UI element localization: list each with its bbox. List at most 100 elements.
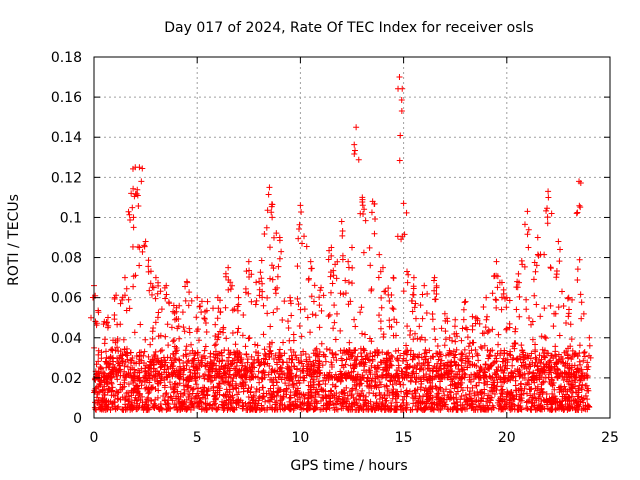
data-point bbox=[412, 300, 419, 307]
data-point bbox=[130, 273, 137, 280]
data-point bbox=[381, 392, 388, 399]
data-point bbox=[580, 310, 587, 317]
data-point bbox=[275, 263, 282, 270]
data-point bbox=[493, 383, 500, 390]
data-point bbox=[268, 394, 275, 401]
data-point bbox=[566, 381, 573, 388]
data-point bbox=[447, 350, 454, 357]
data-point bbox=[466, 402, 473, 409]
data-point bbox=[255, 368, 262, 375]
data-point bbox=[340, 405, 347, 412]
data-point bbox=[568, 362, 575, 369]
data-point bbox=[304, 399, 311, 406]
data-point bbox=[103, 403, 110, 410]
data-point bbox=[539, 390, 546, 397]
data-point bbox=[509, 370, 516, 377]
data-point bbox=[188, 341, 195, 348]
data-point bbox=[534, 383, 541, 390]
data-point bbox=[498, 406, 505, 413]
data-point bbox=[532, 348, 539, 355]
data-point bbox=[459, 325, 466, 332]
data-point bbox=[354, 353, 361, 360]
data-point bbox=[320, 292, 327, 299]
data-point bbox=[129, 204, 136, 211]
data-point bbox=[472, 406, 479, 413]
data-point bbox=[93, 394, 100, 401]
data-point bbox=[242, 285, 249, 292]
y-tick-label: 0.02 bbox=[51, 371, 82, 387]
data-point bbox=[467, 388, 474, 395]
data-point bbox=[257, 269, 264, 276]
data-point bbox=[338, 218, 345, 225]
data-point bbox=[291, 392, 298, 399]
data-point bbox=[389, 390, 396, 397]
data-point bbox=[290, 337, 297, 344]
data-point bbox=[202, 355, 209, 362]
data-point bbox=[227, 349, 234, 356]
data-point bbox=[248, 271, 255, 278]
data-point bbox=[312, 347, 319, 354]
data-point bbox=[484, 329, 491, 336]
data-point bbox=[312, 312, 319, 319]
data-point bbox=[367, 350, 374, 357]
data-point bbox=[488, 394, 495, 401]
data-point bbox=[515, 371, 522, 378]
data-point bbox=[268, 350, 275, 357]
data-point bbox=[104, 319, 111, 326]
data-point bbox=[149, 335, 156, 342]
data-point bbox=[477, 343, 484, 350]
data-point bbox=[494, 284, 501, 291]
data-point bbox=[377, 325, 384, 332]
data-point bbox=[538, 374, 545, 381]
data-point bbox=[400, 200, 407, 207]
data-point bbox=[482, 380, 489, 387]
data-point bbox=[99, 387, 106, 394]
data-point bbox=[426, 386, 433, 393]
tick-layer bbox=[93, 56, 611, 419]
data-point bbox=[212, 321, 219, 328]
data-point bbox=[114, 359, 121, 366]
data-point bbox=[261, 230, 268, 237]
data-point bbox=[203, 329, 210, 336]
data-point bbox=[181, 328, 188, 335]
data-point bbox=[317, 398, 324, 405]
data-point bbox=[471, 392, 478, 399]
data-point bbox=[556, 402, 563, 409]
data-point bbox=[482, 361, 489, 368]
data-point bbox=[506, 351, 513, 358]
data-point bbox=[302, 392, 309, 399]
data-point bbox=[307, 384, 314, 391]
data-point bbox=[176, 357, 183, 364]
data-point bbox=[368, 287, 375, 294]
data-point bbox=[544, 205, 551, 212]
data-point bbox=[520, 359, 527, 366]
data-point bbox=[383, 351, 390, 358]
data-point bbox=[326, 247, 333, 254]
data-point bbox=[219, 358, 226, 365]
data-point bbox=[567, 321, 574, 328]
data-point bbox=[379, 403, 386, 410]
data-point bbox=[147, 365, 154, 372]
data-point bbox=[290, 331, 297, 338]
data-point bbox=[578, 373, 585, 380]
data-point bbox=[297, 368, 304, 375]
data-point bbox=[148, 397, 155, 404]
data-point bbox=[215, 380, 222, 387]
data-point bbox=[269, 201, 276, 208]
data-point bbox=[145, 402, 152, 409]
data-point bbox=[516, 313, 523, 320]
data-point bbox=[536, 352, 543, 359]
data-point bbox=[539, 379, 546, 386]
data-point bbox=[569, 296, 576, 303]
data-point bbox=[584, 396, 591, 403]
data-point bbox=[224, 388, 231, 395]
data-point bbox=[481, 406, 488, 413]
data-point bbox=[366, 335, 373, 342]
data-point bbox=[175, 316, 182, 323]
data-point bbox=[565, 310, 572, 317]
data-point bbox=[380, 366, 387, 373]
data-point bbox=[263, 224, 270, 231]
data-point bbox=[97, 364, 104, 371]
data-point bbox=[235, 294, 242, 301]
data-point bbox=[264, 310, 271, 317]
